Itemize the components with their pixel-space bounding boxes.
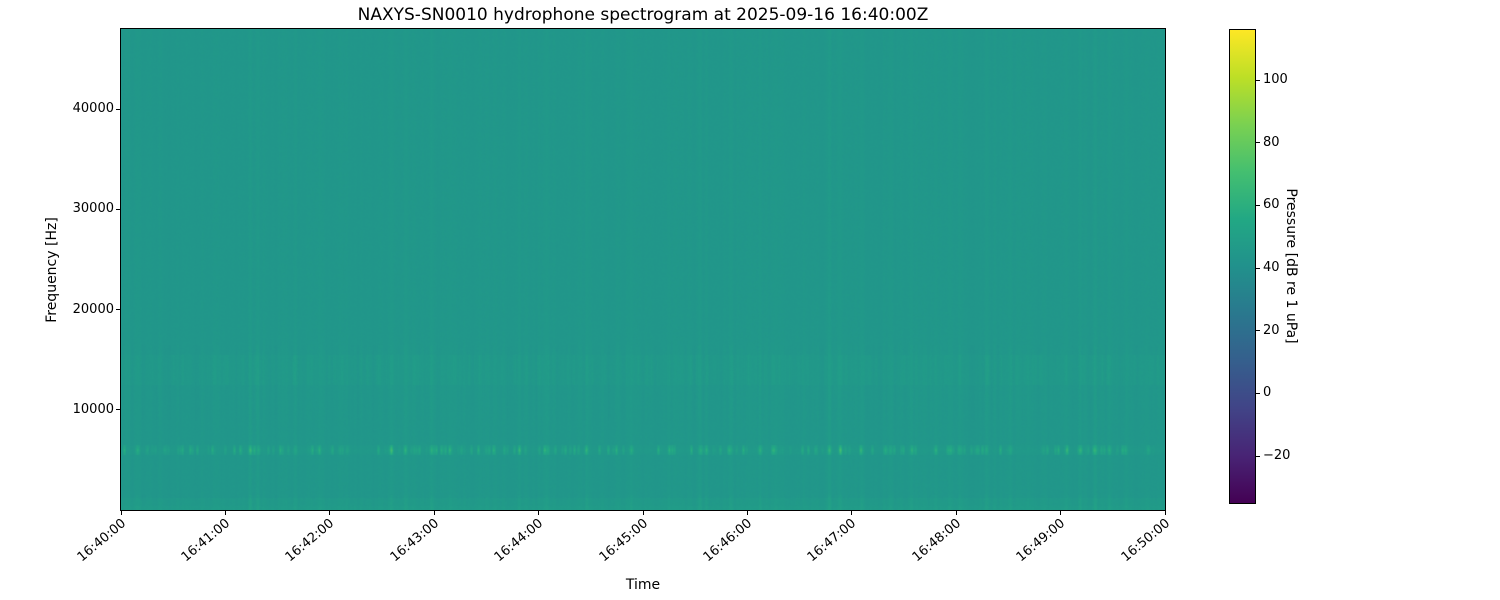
x-tick-label: 16:42:00 — [283, 516, 338, 566]
x-tick-mark — [433, 511, 435, 515]
y-tick-label: 10000 — [72, 401, 114, 417]
x-tick-label: 16:46:00 — [700, 516, 756, 566]
x-tick-label: 16:44:00 — [491, 516, 547, 566]
colorbar-label: Pressure [dB re 1 uPa] — [1283, 188, 1299, 344]
y-tick-mark — [116, 409, 120, 411]
spectrogram-heatmap — [121, 29, 1165, 510]
colorbar-tick-label: 80 — [1263, 134, 1280, 150]
chart-title: NAXYS-SN0010 hydrophone spectrogram at 2… — [357, 5, 929, 25]
y-tick-mark — [116, 309, 120, 311]
x-tick-mark — [224, 511, 226, 515]
colorbar-tick-mark — [1256, 204, 1260, 206]
x-tick-mark — [538, 511, 540, 515]
colorbar-tick-mark — [1256, 330, 1260, 332]
x-tick-mark — [329, 511, 331, 515]
colorbar-tick-label: −20 — [1263, 448, 1291, 463]
x-tick-mark — [1164, 511, 1166, 515]
y-tick-label: 40000 — [72, 101, 114, 117]
x-tick-label: 16:40:00 — [74, 516, 129, 566]
x-tick-label: 16:50:00 — [1118, 516, 1173, 566]
colorbar-tick-label: 60 — [1263, 197, 1280, 213]
colorbar-gradient — [1230, 30, 1255, 503]
x-tick-mark — [120, 511, 122, 515]
x-tick-mark — [851, 511, 853, 515]
x-tick-label: 16:43:00 — [387, 516, 442, 566]
colorbar-tick-mark — [1256, 142, 1260, 144]
colorbar-tick-label: 100 — [1263, 72, 1288, 88]
x-tick-mark — [642, 511, 644, 515]
x-tick-mark — [1060, 511, 1062, 515]
x-tick-mark — [955, 511, 957, 515]
y-axis-label: Frequency [Hz] — [44, 217, 60, 323]
colorbar-tick-label: 20 — [1263, 322, 1280, 338]
x-tick-label: 16:41:00 — [178, 516, 234, 566]
y-tick-label: 20000 — [72, 301, 114, 317]
y-tick-mark — [116, 208, 120, 210]
y-tick-mark — [116, 108, 120, 110]
x-tick-label: 16:48:00 — [909, 516, 964, 566]
x-tick-label: 16:49:00 — [1013, 516, 1069, 566]
colorbar-tick-mark — [1256, 79, 1260, 81]
x-tick-label: 16:47:00 — [805, 516, 860, 566]
colorbar-tick-label: 40 — [1263, 260, 1280, 276]
colorbar-tick-mark — [1256, 267, 1260, 269]
x-tick-label: 16:45:00 — [596, 516, 651, 566]
x-axis-label: Time — [625, 577, 661, 593]
colorbar-tick-mark — [1256, 392, 1260, 394]
colorbar-tick-label: 0 — [1263, 385, 1272, 401]
x-tick-mark — [746, 511, 748, 515]
colorbar-tick-mark — [1256, 455, 1260, 457]
y-tick-label: 30000 — [72, 201, 114, 217]
